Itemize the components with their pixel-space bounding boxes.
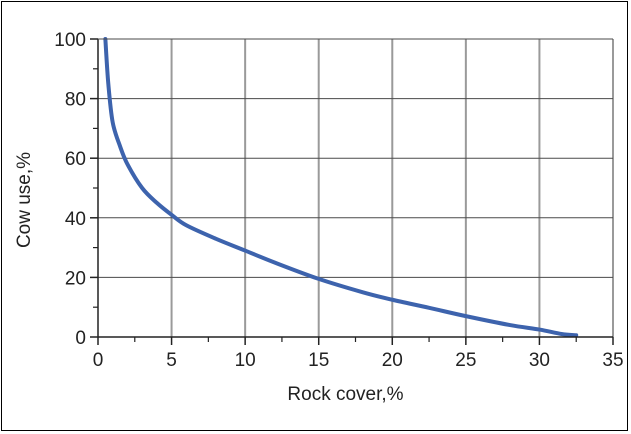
series-layer <box>103 37 579 338</box>
y-tick-label: 100 <box>54 30 86 51</box>
y-axis-title: Cow use,% <box>14 152 35 248</box>
x-axis-title: Rock cover,% <box>287 384 403 405</box>
minor-ticks <box>93 68 577 342</box>
y-tick-label: 40 <box>65 209 86 230</box>
y-tick-label: 20 <box>65 268 86 289</box>
series-line-0 <box>103 37 579 338</box>
y-tick-label: 0 <box>75 328 86 349</box>
x-tick-label: 5 <box>166 350 177 371</box>
tick-labels: 0 20 40 60 80 100 0 5 10 15 20 25 30 35 <box>54 30 623 371</box>
x-tick-label: 30 <box>529 350 550 371</box>
y-tick-label: 60 <box>65 149 86 170</box>
x-tick-label: 0 <box>93 350 104 371</box>
x-tick-label: 15 <box>308 350 329 371</box>
y-tick-label: 80 <box>65 90 86 111</box>
grid-lines <box>98 38 614 337</box>
x-tick-label: 20 <box>382 350 403 371</box>
x-tick-label: 10 <box>235 350 256 371</box>
x-tick-label: 35 <box>602 350 623 371</box>
x-tick-label: 25 <box>455 350 476 371</box>
axes <box>90 38 614 345</box>
